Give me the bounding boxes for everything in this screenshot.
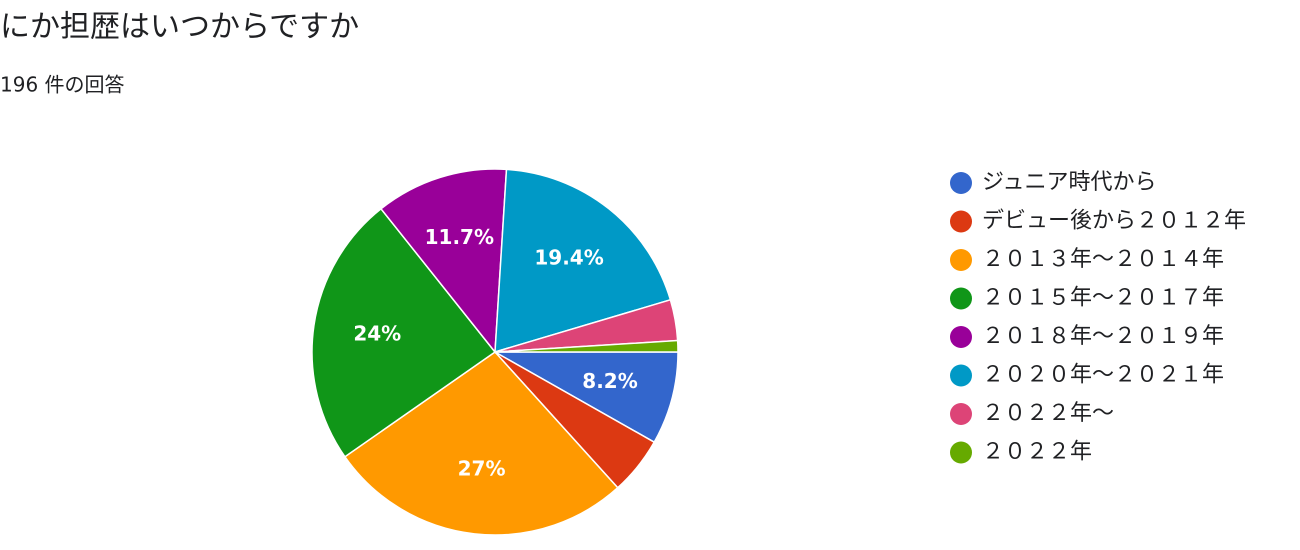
- legend-swatch: [950, 172, 972, 194]
- legend-label: ２０１３年～２０１４年: [982, 247, 1224, 272]
- legend-label: ２０１５年～２０１７年: [982, 286, 1224, 311]
- legend-swatch: [950, 403, 972, 425]
- legend-label: ２０２２年～: [982, 401, 1114, 426]
- pie-slice: [343, 351, 619, 536]
- slice-label: 11.7%: [425, 225, 494, 249]
- legend-swatch: [950, 249, 972, 271]
- pie-slice: [494, 339, 679, 353]
- legend-label: ２０１８年～２０１９年: [982, 324, 1224, 349]
- slice-label: 27%: [458, 457, 506, 481]
- pie-slice: [379, 168, 508, 354]
- chart-title: にか担歴はいつからですか: [0, 10, 359, 45]
- slice-label: 19.4%: [534, 245, 603, 269]
- legend-swatch: [950, 326, 972, 348]
- legend-label: デビュー後から２０１２年: [982, 209, 1246, 234]
- legend-swatch: [950, 287, 972, 310]
- chart-subtitle: 196 件の回答: [0, 73, 125, 97]
- slice-label: 8.2%: [582, 369, 637, 393]
- legend-swatch: [950, 441, 972, 464]
- legend-label: ジュニア時代から: [982, 170, 1156, 195]
- slice-label: 24%: [353, 321, 401, 345]
- pie-slice: [494, 168, 672, 354]
- legend-label: ２０２０年～２０２１年: [982, 363, 1224, 388]
- legend-swatch: [950, 210, 972, 233]
- legend-label: ２０２２年: [982, 440, 1092, 465]
- pie-slice: [311, 207, 497, 458]
- legend-swatch: [950, 364, 972, 387]
- pie-slice: [492, 351, 679, 444]
